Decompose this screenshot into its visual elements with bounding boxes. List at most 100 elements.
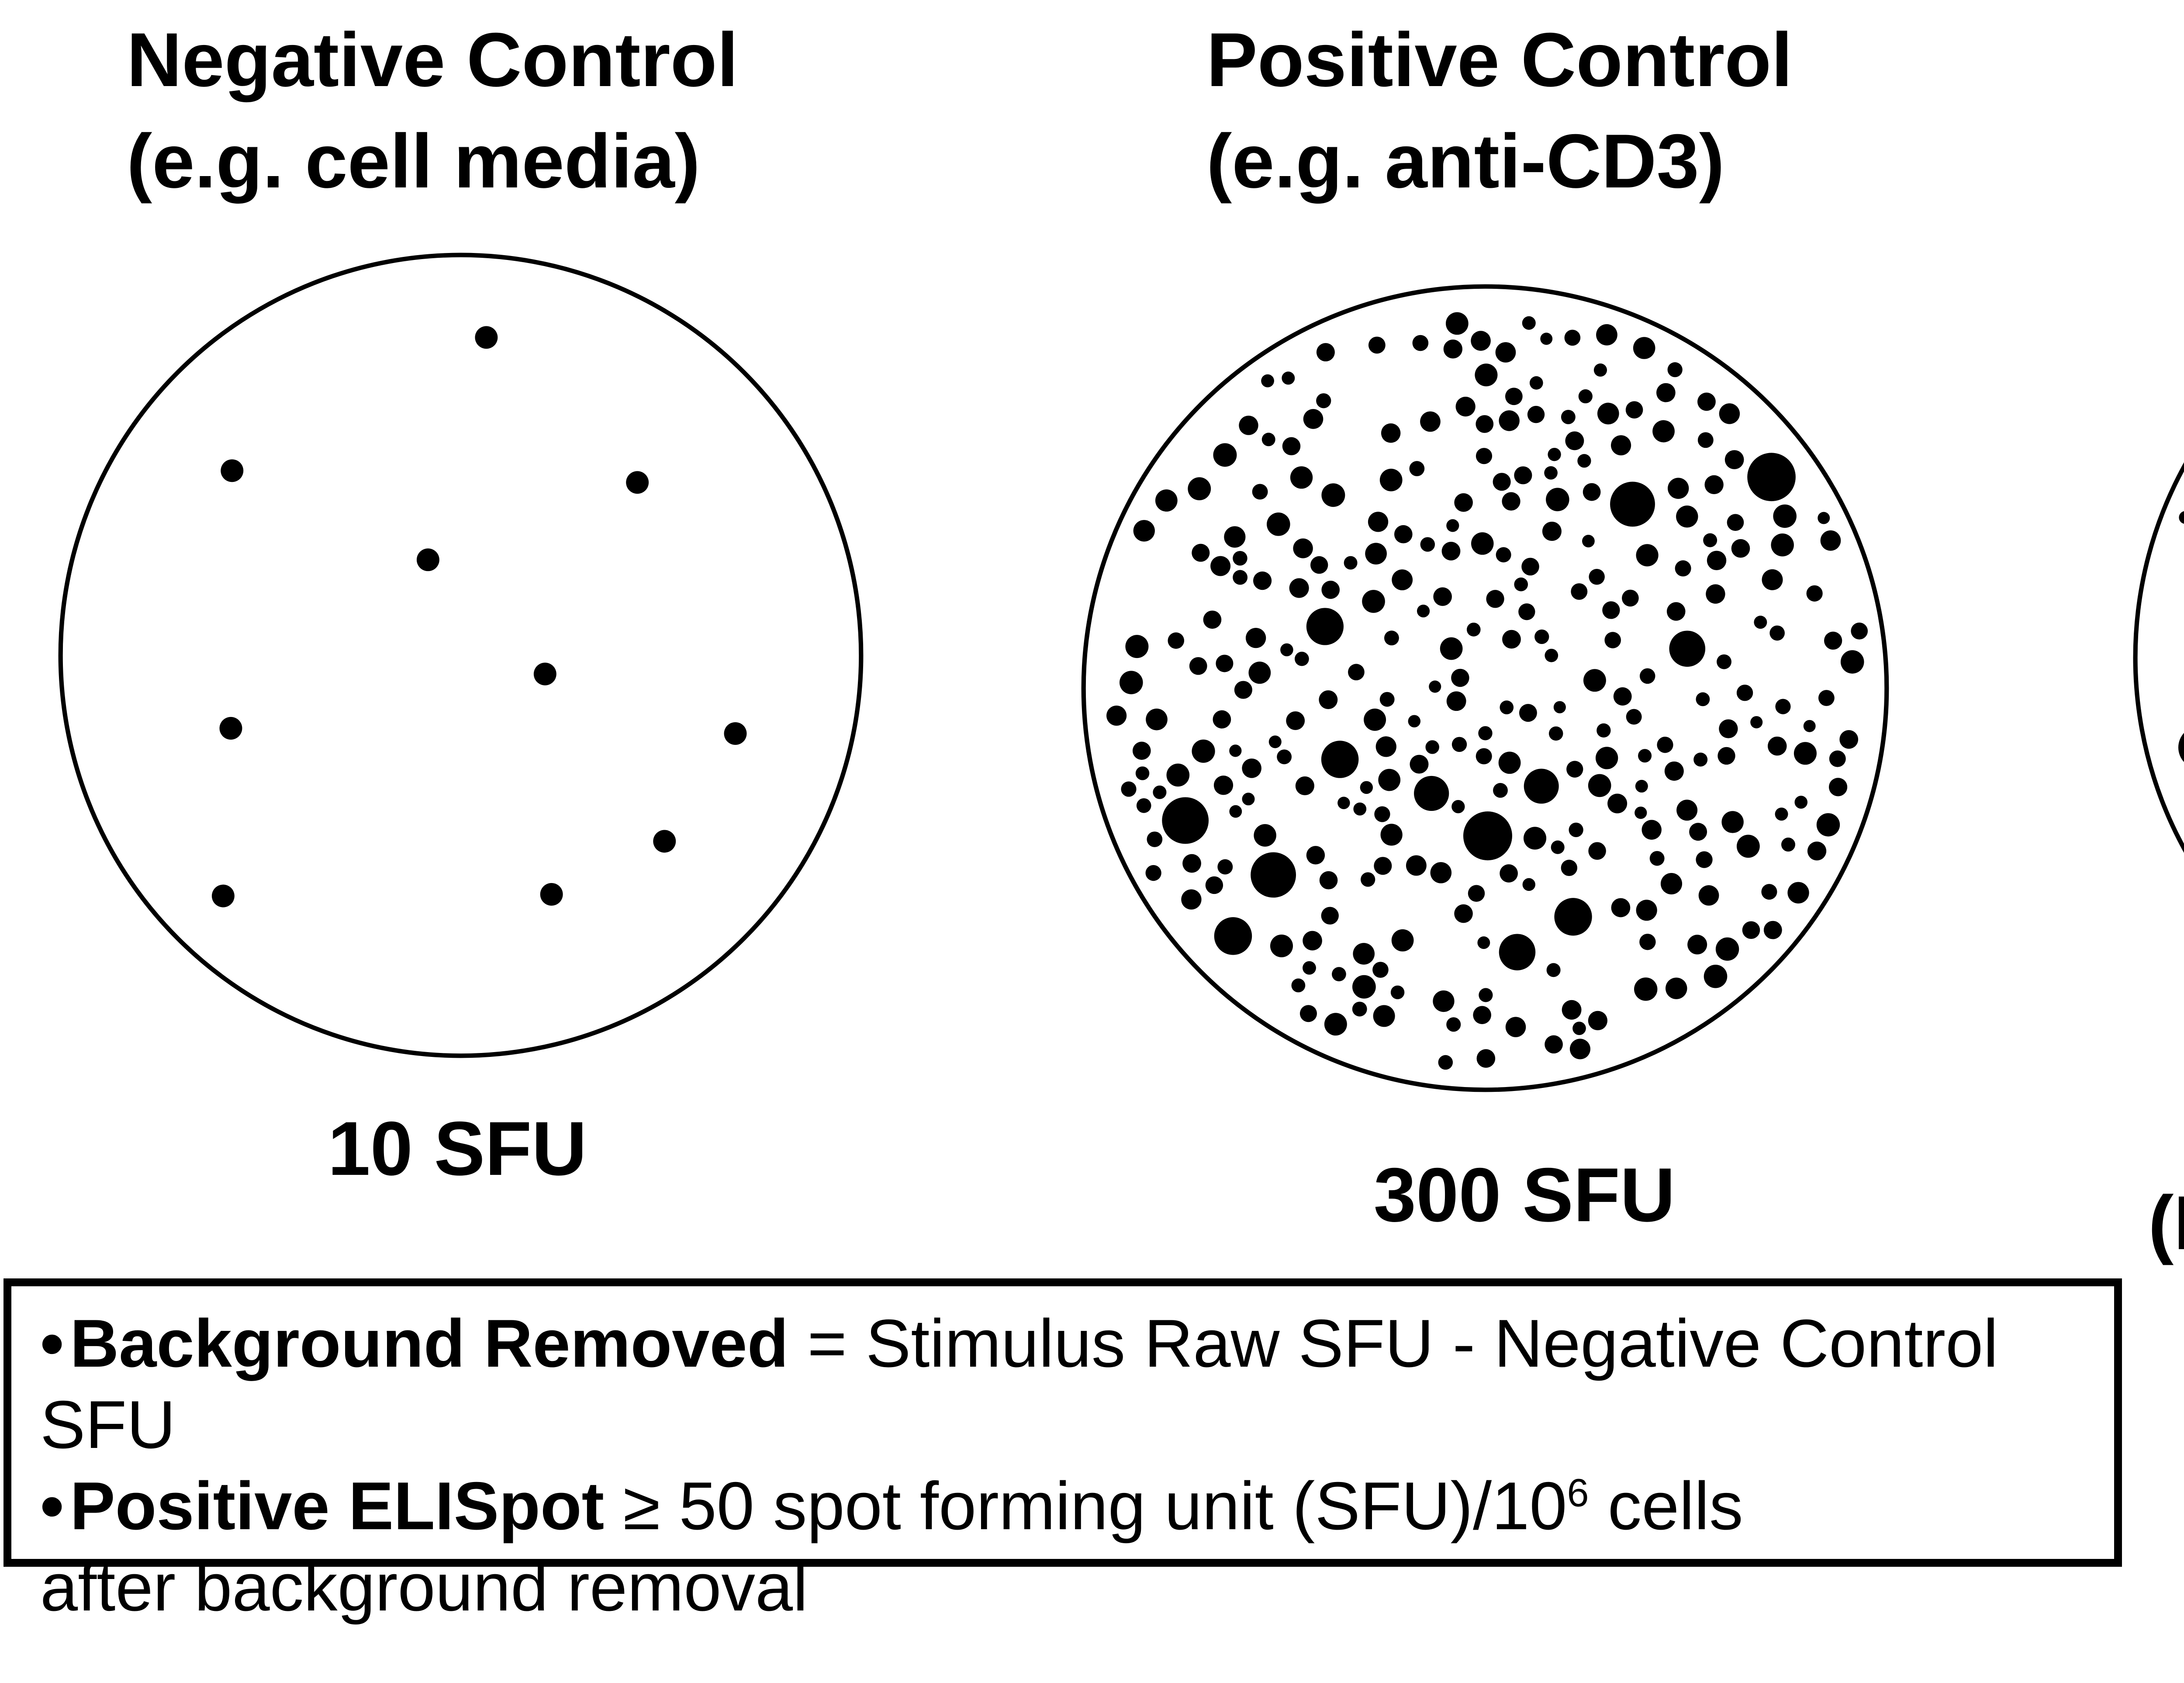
sfu-dot — [1523, 827, 1547, 850]
sfu-dot — [1499, 934, 1536, 970]
sfu-dot — [1578, 389, 1593, 404]
sfu-dot — [1768, 736, 1787, 756]
sfu-dot — [1545, 648, 1559, 662]
sfu-dot — [1687, 935, 1707, 955]
sfu-dot — [1829, 750, 1846, 767]
sfu-dot — [1445, 312, 1469, 335]
sfu-dot — [1224, 526, 1246, 548]
sfu-dot — [1719, 719, 1738, 738]
sfu-dot — [1379, 692, 1395, 707]
sfu-dot — [1818, 512, 1830, 524]
sfu-dot — [1717, 747, 1735, 765]
positive-control-title-line1: Positive Control — [1206, 17, 1793, 103]
sfu-dot — [1727, 514, 1744, 531]
sfu-dot — [1455, 397, 1476, 417]
sfu-dot — [1321, 581, 1340, 599]
sfu-dot — [1582, 535, 1595, 547]
sfu-dot — [1352, 1001, 1367, 1017]
sfu-dot — [1610, 481, 1655, 527]
sfu-dot — [1337, 796, 1350, 809]
sfu-dot — [1816, 813, 1840, 837]
sfu-dot — [1353, 802, 1367, 816]
sfu-dot — [1546, 963, 1561, 977]
well-outline — [1081, 284, 1889, 1092]
sfu-dot — [1425, 740, 1439, 754]
sfu-dot — [1486, 590, 1504, 608]
sfu-dot — [1499, 410, 1520, 431]
sfu-dot — [1840, 650, 1864, 674]
sfu-dot — [1446, 519, 1459, 532]
sfu-dot — [1522, 878, 1535, 891]
sfu-dot — [1319, 871, 1338, 890]
sfu-dot — [1518, 603, 1535, 620]
sfu-dot — [1553, 701, 1566, 713]
sfu-dot — [1378, 769, 1401, 791]
sfu-dot — [1390, 985, 1405, 1000]
sfu-dot — [1270, 934, 1293, 958]
sfu-dot — [1721, 811, 1744, 833]
sfu-dot — [1365, 543, 1387, 565]
sfu-dot — [1534, 629, 1549, 644]
sfu-dot — [1132, 741, 1151, 760]
sfu-dot — [1635, 779, 1648, 793]
sfu-dot — [1588, 1011, 1608, 1031]
sfu-dot — [1569, 822, 1583, 838]
sfu-dot — [1636, 544, 1659, 567]
sfu-dot — [1505, 388, 1523, 405]
sfu-dot — [1181, 889, 1202, 910]
criteria-line-background-removed: •Background Removed = Stimulus Raw SFU -… — [40, 1303, 2101, 1465]
sfu-dot — [1561, 409, 1576, 424]
sfu-dot — [1120, 671, 1143, 694]
sfu-dot — [1306, 608, 1344, 645]
criteria-line2-term: Positive ELISpot — [70, 1468, 605, 1544]
criteria-line1-definition: = Stimulus Raw SFU - Negative Control SF… — [40, 1306, 2017, 1462]
sfu-dot — [1216, 654, 1234, 672]
sfu-dot — [1155, 489, 1178, 512]
sfu-dot — [1561, 859, 1578, 876]
sfu-dot — [1362, 590, 1385, 613]
negative-control-title-line2: (e.g. cell media) — [127, 119, 700, 204]
sfu-dot — [1806, 585, 1823, 602]
sfu-dot — [1471, 532, 1494, 555]
sfu-dot — [1321, 741, 1359, 778]
sfu-dot — [1602, 601, 1620, 619]
sfu-dot — [1321, 483, 1345, 507]
sfu-dot — [1121, 781, 1137, 797]
sfu-dot — [1440, 637, 1463, 660]
sfu-dot — [1761, 884, 1777, 900]
sfu-dot — [1717, 654, 1731, 669]
sfu-dot — [1229, 745, 1242, 757]
sfu-dot — [1775, 699, 1791, 714]
sfu-dots — [2178, 511, 2184, 762]
sfu-dot — [1106, 705, 1127, 726]
sfu-dot — [1374, 857, 1392, 875]
negative-control-sfu-label: 10 SFU — [328, 1106, 587, 1191]
sfu-dot — [1641, 820, 1662, 840]
sfu-dot — [1353, 943, 1375, 965]
sfu-dot — [1286, 711, 1305, 730]
sfu-dot — [1500, 864, 1518, 883]
sfu-dots — [211, 326, 747, 907]
sfu-dot — [1551, 840, 1565, 854]
sfu-dot — [1773, 504, 1797, 528]
sfu-dot — [1747, 453, 1796, 502]
sfu-dot — [1502, 492, 1521, 511]
sfu-dot — [1544, 466, 1558, 480]
sfu-dot — [533, 662, 556, 686]
sfu-dot — [221, 459, 244, 482]
sfu-dot — [219, 717, 242, 740]
sfu-dot — [1514, 466, 1532, 485]
sfu-dot — [1477, 936, 1490, 949]
sfu-dot — [1787, 882, 1809, 904]
sfu-dot — [1546, 488, 1569, 512]
sfu-dot — [1162, 797, 1209, 844]
sfu-dot — [1666, 977, 1687, 999]
sfu-dot — [1248, 661, 1271, 684]
positive-control-well — [1081, 284, 1889, 1092]
negative-control-title: Negative Control (e.g. cell media) — [127, 10, 738, 212]
sfu-dot — [1668, 478, 1689, 499]
sfu-dot — [1261, 433, 1275, 447]
sfu-dot — [1676, 506, 1698, 528]
sfu-dot — [1476, 415, 1494, 433]
sfu-dot — [1166, 763, 1190, 787]
